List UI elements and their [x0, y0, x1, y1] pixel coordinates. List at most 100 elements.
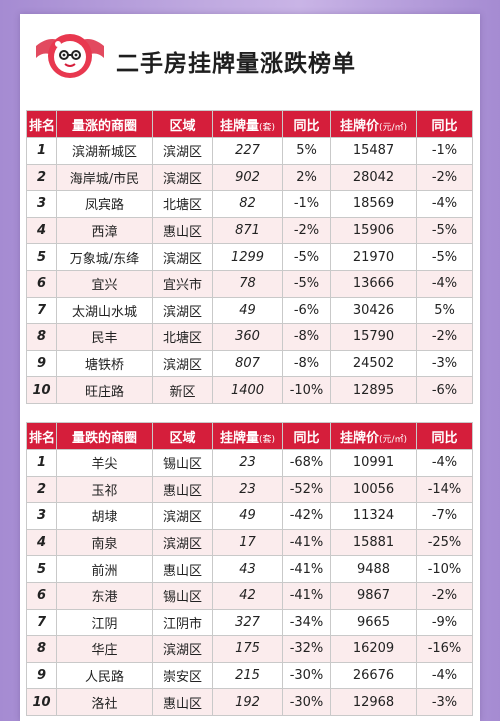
- cell-yoy-price: -4%: [416, 661, 473, 690]
- table-row: 7 江阴 江阴市 327 -34% 9665 -9%: [26, 608, 473, 637]
- cell-district: 新区: [152, 376, 213, 404]
- header-district: 区域: [152, 422, 213, 450]
- cell-yoy-count: 5%: [282, 137, 331, 165]
- cell-rank: 2: [26, 163, 57, 192]
- table-row: 3 凤宾路 北塘区 82 -1% 18569 -4%: [26, 190, 473, 218]
- cell-yoy-count: -8%: [282, 349, 331, 378]
- header-yoy-count: 同比: [282, 422, 331, 450]
- table-row: 7 太湖山水城 滨湖区 49 -6% 30426 5%: [26, 296, 473, 325]
- cell-price: 30426: [330, 296, 417, 325]
- cell-count: 42: [212, 581, 283, 610]
- cell-yoy-count: -2%: [282, 216, 331, 245]
- cell-rank: 4: [26, 528, 57, 557]
- cell-area: 南泉: [56, 528, 153, 557]
- cell-district: 江阴市: [152, 608, 213, 637]
- cell-area: 人民路: [56, 661, 153, 690]
- header-rank: 排名: [26, 422, 57, 450]
- cell-area: 旺庄路: [56, 376, 153, 404]
- fall-ranking-table: 排名 量跌的商圈 区域 挂牌量(套) 同比 挂牌价(元/㎡) 同比 1 羊尖 锡山区…: [26, 422, 473, 716]
- cell-area: 胡埭: [56, 502, 153, 530]
- page-title: 二手房挂牌量涨跌榜单: [116, 51, 356, 77]
- table-row: 9 塘铁桥 滨湖区 807 -8% 24502 -3%: [26, 349, 473, 378]
- cell-price: 21970: [330, 243, 417, 271]
- cell-rank: 4: [26, 216, 57, 245]
- cell-area: 民丰: [56, 323, 153, 351]
- cell-rank: 8: [26, 635, 57, 663]
- cell-price: 16209: [330, 635, 417, 663]
- cell-yoy-count: -68%: [282, 449, 331, 477]
- cell-area: 滨湖新城区: [56, 137, 153, 165]
- header-rank: 排名: [26, 110, 57, 138]
- cell-count: 82: [212, 190, 283, 218]
- cell-area: 万象城/东绛: [56, 243, 153, 271]
- cell-rank: 2: [26, 475, 57, 504]
- table-row: 5 万象城/东绛 滨湖区 1299 -5% 21970 -5%: [26, 243, 473, 271]
- cell-count: 49: [212, 296, 283, 325]
- table-row: 8 华庄 滨湖区 175 -32% 16209 -16%: [26, 635, 473, 663]
- cell-yoy-count: 2%: [282, 163, 331, 192]
- cell-district: 惠山区: [152, 216, 213, 245]
- cell-count: 49: [212, 502, 283, 530]
- cell-price: 9867: [330, 581, 417, 610]
- cell-rank: 7: [26, 608, 57, 637]
- cell-rank: 9: [26, 661, 57, 690]
- cell-yoy-count: -32%: [282, 635, 331, 663]
- header-count: 挂牌量(套): [212, 110, 283, 138]
- cell-count: 192: [212, 688, 283, 716]
- cell-yoy-price: -2%: [416, 323, 473, 351]
- table-row: 9 人民路 崇安区 215 -30% 26676 -4%: [26, 661, 473, 690]
- cell-area: 华庄: [56, 635, 153, 663]
- cell-district: 锡山区: [152, 449, 213, 477]
- cell-rank: 10: [26, 688, 57, 716]
- cell-price: 15790: [330, 323, 417, 351]
- header-price: 挂牌价(元/㎡): [330, 422, 417, 450]
- cell-price: 10991: [330, 449, 417, 477]
- header: 二手房挂牌量涨跌榜单: [20, 14, 480, 94]
- cell-count: 227: [212, 137, 283, 165]
- cell-rank: 7: [26, 296, 57, 325]
- cell-count: 327: [212, 608, 283, 637]
- cell-rank: 5: [26, 243, 57, 271]
- cell-yoy-count: -52%: [282, 475, 331, 504]
- cell-price: 10056: [330, 475, 417, 504]
- cell-count: 871: [212, 216, 283, 245]
- cell-price: 28042: [330, 163, 417, 192]
- header-area: 量涨的商圈: [56, 110, 153, 138]
- cell-yoy-price: -4%: [416, 449, 473, 477]
- cell-price: 15881: [330, 528, 417, 557]
- cell-count: 78: [212, 269, 283, 298]
- cell-yoy-count: -30%: [282, 688, 331, 716]
- cell-yoy-count: -34%: [282, 608, 331, 637]
- cell-price: 24502: [330, 349, 417, 378]
- cell-yoy-count: -5%: [282, 243, 331, 271]
- table-row: 5 前洲 惠山区 43 -41% 9488 -10%: [26, 555, 473, 583]
- cell-count: 23: [212, 449, 283, 477]
- header-area: 量跌的商圈: [56, 422, 153, 450]
- cell-area: 凤宾路: [56, 190, 153, 218]
- cell-count: 215: [212, 661, 283, 690]
- header-yoy-price: 同比: [416, 110, 473, 138]
- cell-district: 滨湖区: [152, 528, 213, 557]
- cell-area: 前洲: [56, 555, 153, 583]
- ribbon-mascot-icon: [36, 34, 104, 78]
- cell-count: 1299: [212, 243, 283, 271]
- cell-price: 9665: [330, 608, 417, 637]
- header-count: 挂牌量(套): [212, 422, 283, 450]
- cell-yoy-price: -16%: [416, 635, 473, 663]
- cell-district: 惠山区: [152, 475, 213, 504]
- cell-yoy-count: -41%: [282, 555, 331, 583]
- cell-rank: 5: [26, 555, 57, 583]
- cell-district: 北塘区: [152, 190, 213, 218]
- cell-yoy-price: -2%: [416, 581, 473, 610]
- cell-district: 惠山区: [152, 555, 213, 583]
- cell-yoy-count: -30%: [282, 661, 331, 690]
- cell-count: 360: [212, 323, 283, 351]
- cell-district: 滨湖区: [152, 163, 213, 192]
- ranking-card: 二手房挂牌量涨跌榜单 排名 量涨的商圈 区域 挂牌量(套) 同比 挂牌价(元/㎡…: [20, 14, 480, 721]
- cell-yoy-price: -1%: [416, 137, 473, 165]
- cell-yoy-price: -6%: [416, 376, 473, 404]
- cell-district: 滨湖区: [152, 635, 213, 663]
- header-yoy-count: 同比: [282, 110, 331, 138]
- cell-district: 北塘区: [152, 323, 213, 351]
- rise-ranking-table: 排名 量涨的商圈 区域 挂牌量(套) 同比 挂牌价(元/㎡) 同比 1 滨湖新城区…: [26, 110, 473, 404]
